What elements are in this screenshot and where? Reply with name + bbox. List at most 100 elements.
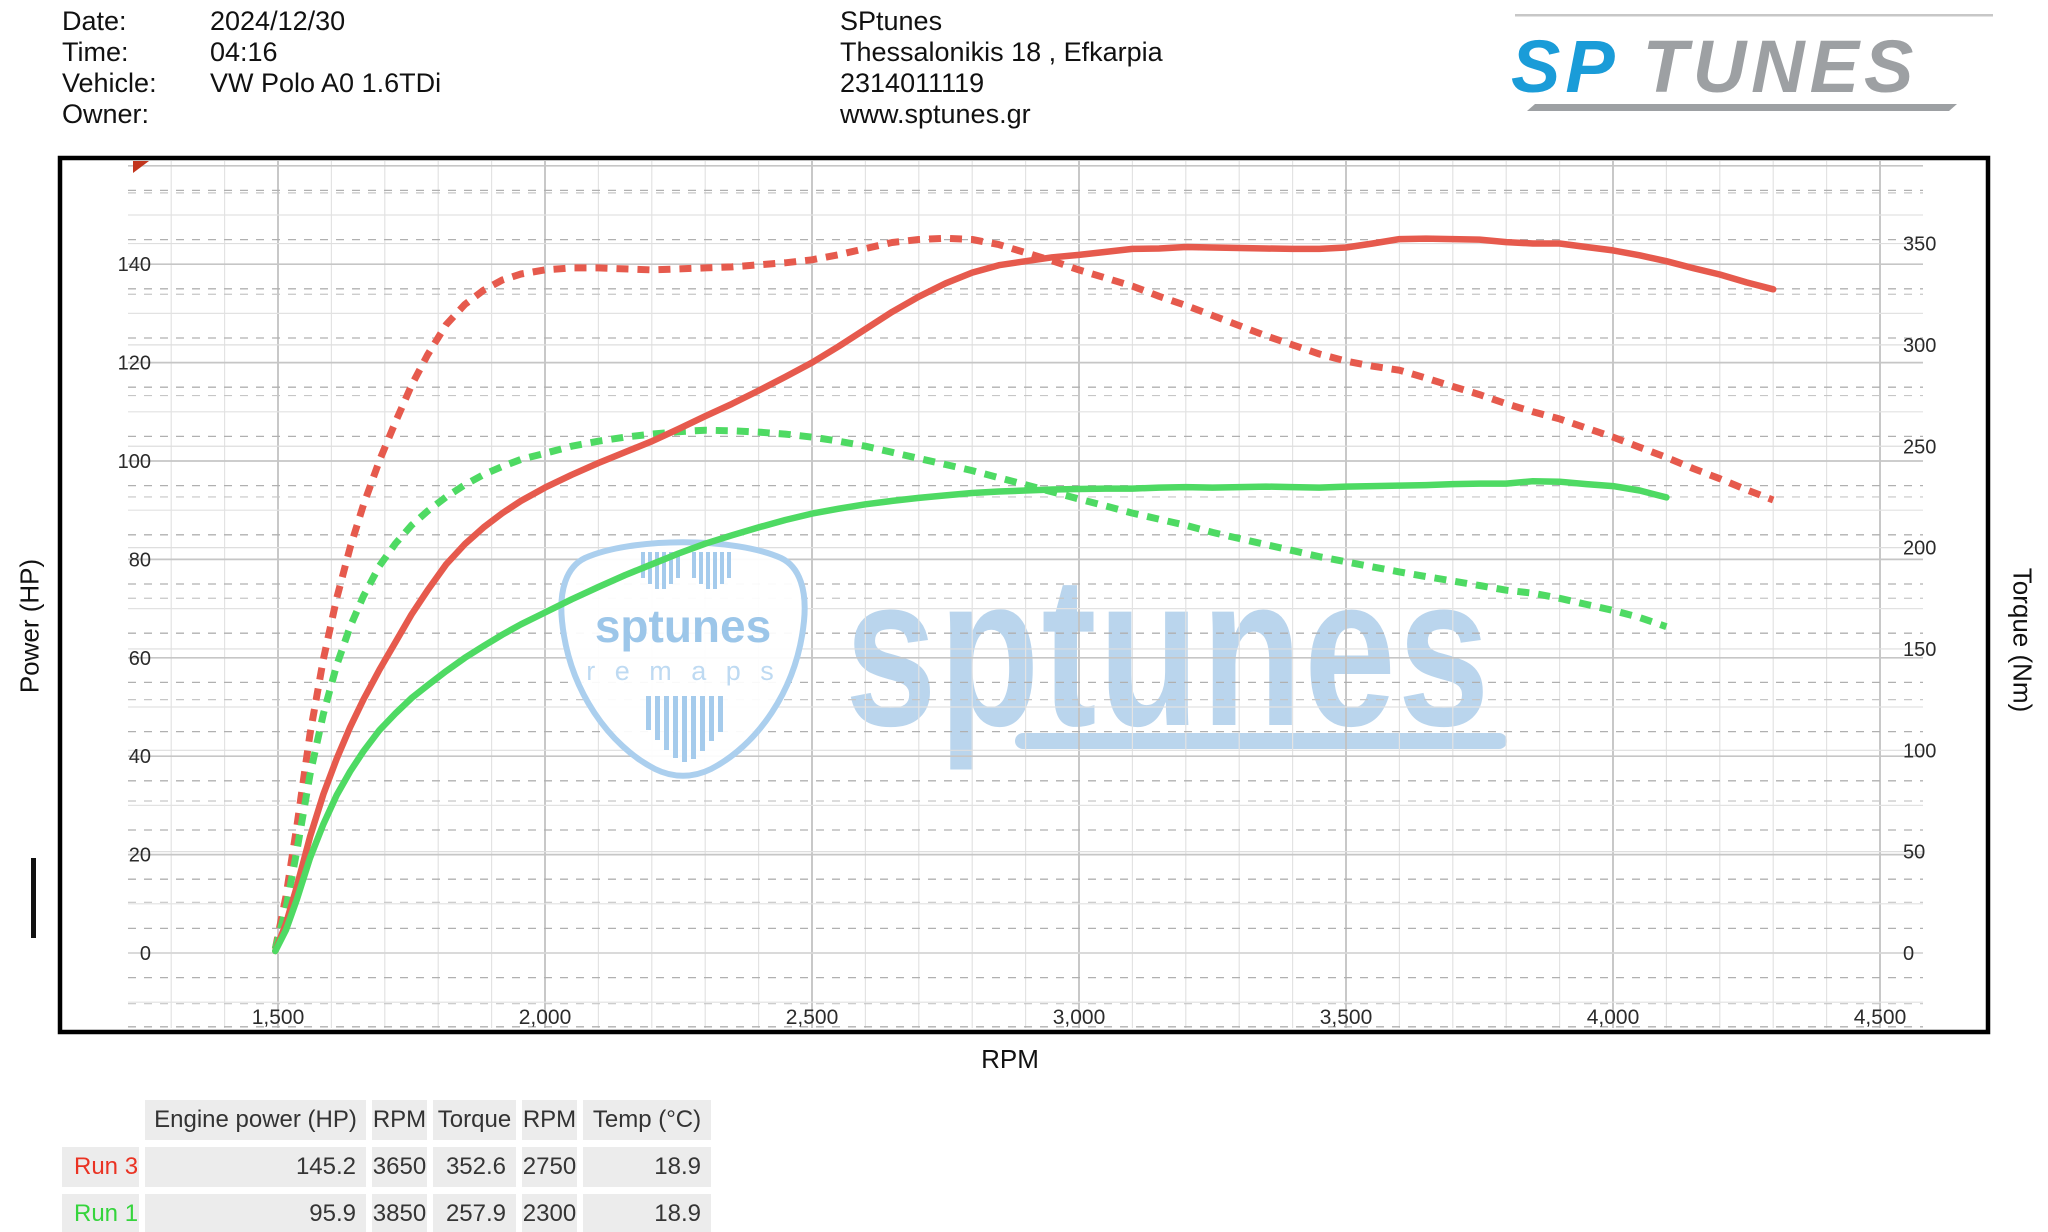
run-value: 3650 bbox=[372, 1147, 427, 1187]
run-value: 18.9 bbox=[583, 1194, 711, 1232]
pick-bars-bottom bbox=[691, 696, 696, 759]
pick-bars-top-right bbox=[727, 552, 731, 578]
pick-bars-top-right bbox=[699, 552, 703, 584]
rpm-tick-label: 1,500 bbox=[252, 1006, 305, 1029]
pick-bars-bottom bbox=[655, 696, 660, 740]
hp-tick-label: 140 bbox=[118, 254, 151, 276]
run-value: 352.6 bbox=[433, 1147, 516, 1187]
rpm-tick-label: 2,000 bbox=[519, 1006, 572, 1029]
nm-tick-label: 150 bbox=[1903, 639, 1936, 661]
info-row-date: Date: 2024/12/30 bbox=[62, 6, 441, 37]
run-value: 95.9 bbox=[145, 1194, 366, 1232]
torque-axis-title: Torque (Nm) bbox=[2007, 567, 2038, 713]
nm-tick-label: 0 bbox=[1903, 943, 1914, 965]
hp-tick-label: 0 bbox=[140, 943, 151, 965]
info-row-owner: Owner: bbox=[62, 99, 441, 130]
hp-tick-label: 20 bbox=[129, 845, 151, 867]
nm-tick-label: 350 bbox=[1903, 234, 1936, 256]
watermark-underline bbox=[1015, 733, 1507, 749]
curve-run-1-power-hp- bbox=[272, 477, 1670, 955]
nm-tick-label: 100 bbox=[1903, 740, 1936, 762]
rpm-tick-label: 4,000 bbox=[1587, 1006, 1640, 1029]
shop-name: SPtunes bbox=[840, 6, 943, 36]
curve-run-3-torque-nm- bbox=[271, 234, 1775, 950]
pick-bars-bottom bbox=[700, 696, 705, 751]
vehicle-label: Vehicle: bbox=[62, 68, 157, 98]
pick-bars-bottom bbox=[664, 696, 669, 750]
table-corner-cell bbox=[62, 1100, 139, 1140]
pick-bars-top-right bbox=[706, 552, 710, 589]
chart-grid bbox=[128, 161, 1923, 1028]
table-header-cell: RPM bbox=[522, 1100, 577, 1140]
run-label: Run 1 bbox=[62, 1194, 139, 1232]
pick-bars-top-right bbox=[692, 552, 696, 578]
pick-bars-bottom bbox=[646, 696, 651, 730]
plot-frame bbox=[57, 155, 1991, 1035]
curve-run-3-power-hp- bbox=[272, 235, 1777, 955]
run-label: Run 3 bbox=[62, 1147, 139, 1187]
run-value: 2750 bbox=[522, 1147, 577, 1187]
left-margin-bar bbox=[31, 858, 36, 938]
run-value: 145.2 bbox=[145, 1147, 366, 1187]
logo-top-rule bbox=[1515, 14, 1993, 17]
pick-bars-top-right bbox=[713, 552, 717, 589]
info-row-time: Time: 04:16 bbox=[62, 37, 441, 68]
pick-bars-bottom bbox=[682, 696, 687, 762]
rpm-tick-label: 3,000 bbox=[1053, 1006, 1106, 1029]
pick-subtitle: r e m a p s bbox=[586, 656, 780, 686]
pick-bars-top-left bbox=[655, 552, 659, 589]
hp-tick-label: 100 bbox=[118, 451, 151, 473]
info-row-vehicle: Vehicle: VW Polo A0 1.6TDi bbox=[62, 68, 441, 99]
pick-title: sptunes bbox=[595, 600, 771, 652]
logo-text-tunes: TUNES bbox=[1643, 25, 1919, 108]
date-label: Date: bbox=[62, 6, 127, 36]
table-header-cell: Temp (°C) bbox=[583, 1100, 711, 1140]
run-value: 18.9 bbox=[583, 1147, 711, 1187]
pick-bars-top-left bbox=[662, 552, 666, 589]
date-value: 2024/12/30 bbox=[210, 6, 346, 36]
hp-tick-label: 60 bbox=[129, 648, 151, 670]
table-header-cell: RPM bbox=[372, 1100, 427, 1140]
watermark-pick-logo: sptunes r e m a p s bbox=[558, 539, 808, 779]
rpm-tick-label: 4,500 bbox=[1854, 1006, 1907, 1029]
hp-tick-label: 120 bbox=[118, 353, 151, 375]
shop-address: Thessalonikis 18 , Efkarpia bbox=[840, 37, 1163, 67]
hp-tick-label: 40 bbox=[129, 746, 151, 768]
owner-label: Owner: bbox=[62, 99, 150, 129]
curve-run-1-torque-nm- bbox=[271, 426, 1668, 950]
results-table: Engine power (HP) RPM Torque RPM Temp (°C) Ru… bbox=[62, 1100, 711, 1232]
pick-bars-top-left bbox=[676, 552, 680, 578]
rpm-tick-label: 3,500 bbox=[1320, 1006, 1373, 1029]
sptunes-logo: SP TUNES bbox=[1511, 14, 1993, 111]
run-value: 2300 bbox=[522, 1194, 577, 1232]
header-info-left: Date: 2024/12/30 Time: 04:16 Vehicle: VW… bbox=[62, 6, 441, 130]
pick-bars-bottom bbox=[718, 696, 723, 732]
axis-tick-labels: 0 20 40 60 80 100 120 140 0 50 100 150 200 250 300 350 1… bbox=[118, 234, 1937, 1029]
time-label: Time: bbox=[62, 37, 129, 67]
run-value: 3850 bbox=[372, 1194, 427, 1232]
pick-outline bbox=[558, 539, 808, 779]
logo-text-sp: SP bbox=[1511, 25, 1617, 108]
power-axis-title: Power (HP) bbox=[14, 558, 45, 694]
run-value: 257.9 bbox=[433, 1194, 516, 1232]
shop-phone: 2314011119 bbox=[840, 68, 985, 98]
header-info-center: SPtunes Thessalonikis 18 , Efkarpia 2314… bbox=[840, 6, 1163, 130]
table-header-cell: Engine power (HP) bbox=[145, 1100, 366, 1140]
pick-bars-top-left bbox=[669, 552, 673, 584]
pick-bars-top-right bbox=[720, 552, 724, 584]
table-header-cell: Torque bbox=[433, 1100, 516, 1140]
rpm-axis-title: RPM bbox=[981, 1044, 1039, 1074]
pick-bars-bottom bbox=[709, 696, 714, 741]
red-corner-marker bbox=[133, 161, 149, 173]
nm-tick-label: 50 bbox=[1903, 842, 1925, 864]
hp-tick-label: 80 bbox=[129, 549, 151, 571]
pick-bars-bottom bbox=[673, 696, 678, 758]
vehicle-value: VW Polo A0 1.6TDi bbox=[210, 68, 442, 98]
nm-tick-label: 250 bbox=[1903, 436, 1936, 458]
rpm-tick-label: 2,500 bbox=[786, 1006, 839, 1029]
shop-website: www.sptunes.gr bbox=[840, 99, 1031, 129]
logo-text: SP TUNES bbox=[1511, 25, 1918, 108]
nm-tick-label: 300 bbox=[1903, 335, 1936, 357]
